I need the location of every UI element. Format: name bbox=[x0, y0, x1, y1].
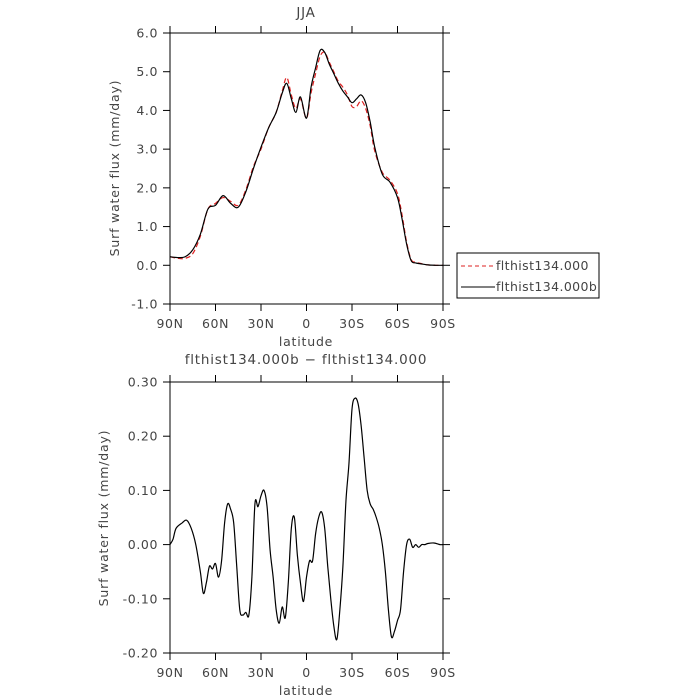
top-chart-y-tick-label: 6.0 bbox=[136, 26, 158, 41]
bottom-chart-x-axis-label: latitude bbox=[279, 683, 333, 698]
bottom-chart-x-tick-label: 90N bbox=[156, 665, 183, 680]
top-chart-y-tick-label: 4.0 bbox=[136, 103, 158, 118]
bottom-chart-y-tick-label: 0.10 bbox=[128, 483, 158, 498]
bottom-chart-x-tick-label: 30S bbox=[339, 665, 365, 680]
legend: flthist134.000 flthist134.000b bbox=[456, 252, 600, 299]
top-chart-series-line-2 bbox=[169, 48, 444, 266]
top-chart-x-tick-label: 30S bbox=[339, 316, 365, 331]
legend-box bbox=[456, 252, 600, 299]
top-chart-x-tick-label: 60S bbox=[385, 316, 411, 331]
bottom-chart-y-axis-label: Surf water flux (mm/day) bbox=[96, 430, 111, 607]
bottom-chart-x-tick-label: 60S bbox=[385, 665, 411, 680]
top-chart-y-ticks: -1.0 0.0 1.0 2.0 3.0 4.0 5.0 6.0 bbox=[131, 26, 450, 312]
top-chart-x-tick-label: 0 bbox=[302, 316, 311, 331]
bottom-chart-y-tick-label: 0.20 bbox=[128, 429, 158, 444]
top-chart-y-tick-label: 5.0 bbox=[136, 64, 158, 79]
top-chart-y-tick-label: -1.0 bbox=[131, 297, 158, 312]
bottom-chart-x-tick-label: 90S bbox=[430, 665, 456, 680]
bottom-chart-y-tick-label: 0.30 bbox=[128, 375, 158, 390]
top-chart-series-line-1 bbox=[169, 51, 444, 266]
bottom-chart-y-ticks: -0.20 -0.10 0.00 0.10 0.20 0.30 bbox=[123, 375, 450, 661]
bottom-chart-title: flthist134.000b − flthist134.000 bbox=[185, 352, 428, 368]
bottom-chart-series-line-1 bbox=[169, 397, 444, 641]
top-chart-series bbox=[169, 48, 444, 266]
bottom-chart-y-tick-label: -0.10 bbox=[123, 591, 158, 606]
top-chart-y-axis-label: Surf water flux (mm/day) bbox=[107, 80, 122, 257]
top-chart-y-tick-label: 2.0 bbox=[136, 180, 158, 195]
top-chart: JJA Surf water flux (mm/day) latitude -1… bbox=[107, 5, 455, 349]
bottom-chart-x-ticks: 90N 60N 30N 0 30S 60S 90S bbox=[156, 375, 455, 680]
top-chart-x-tick-label: 90S bbox=[430, 316, 456, 331]
bottom-chart-x-tick-label: 0 bbox=[302, 665, 311, 680]
bottom-chart-series bbox=[169, 397, 444, 641]
legend-label-series-2: flthist134.000b bbox=[496, 279, 597, 294]
top-chart-x-tick-label: 60N bbox=[202, 316, 229, 331]
legend-label-series-1: flthist134.000 bbox=[496, 258, 589, 273]
top-chart-title: JJA bbox=[295, 5, 315, 21]
top-chart-x-ticks: 90N 60N 30N 0 30S 60S 90S bbox=[156, 26, 455, 331]
top-chart-y-tick-label: 1.0 bbox=[136, 219, 158, 234]
top-chart-x-tick-label: 90N bbox=[156, 316, 183, 331]
top-chart-x-tick-label: 30N bbox=[247, 316, 274, 331]
bottom-chart-plot-frame bbox=[169, 381, 444, 654]
top-chart-x-axis-label: latitude bbox=[279, 334, 333, 349]
bottom-chart-x-tick-label: 30N bbox=[247, 665, 274, 680]
bottom-chart-x-tick-label: 60N bbox=[202, 665, 229, 680]
bottom-chart: flthist134.000b − flthist134.000 Surf wa… bbox=[96, 352, 455, 698]
top-chart-plot-frame bbox=[169, 32, 444, 305]
top-chart-y-tick-label: 0.0 bbox=[136, 258, 158, 273]
top-chart-y-tick-label: 3.0 bbox=[136, 142, 158, 157]
bottom-chart-y-tick-label: -0.20 bbox=[123, 646, 158, 661]
bottom-chart-y-tick-label: 0.00 bbox=[128, 537, 158, 552]
